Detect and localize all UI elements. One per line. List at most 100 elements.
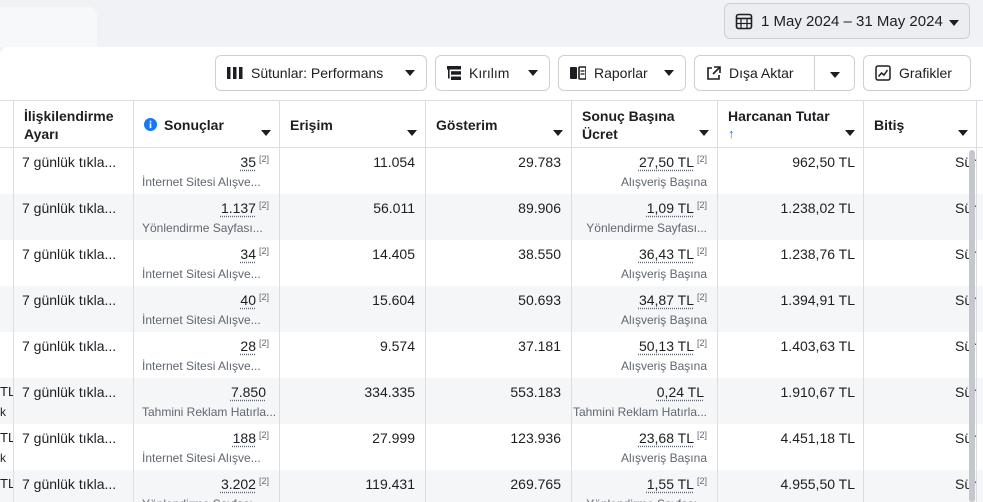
chevron-down-icon (664, 70, 674, 76)
cost-per-result-value[interactable]: 23,68 TL (639, 430, 694, 446)
sort-caret-icon[interactable] (407, 122, 417, 140)
cost-per-result-footnote: [2] (697, 338, 707, 348)
results-type: Tahmini Reklam Hatırla... (142, 405, 276, 419)
results-cell: 1.137 [2] Yönlendirme Sayfası... (134, 194, 280, 240)
header-impressions[interactable]: Gösterim (426, 101, 572, 148)
cost-per-result-value[interactable]: 34,87 TL (639, 292, 694, 308)
results-type: İnternet Sitesi Alışve... (142, 359, 261, 373)
sort-caret-icon[interactable] (699, 122, 709, 140)
export-icon (706, 66, 721, 81)
header-reach[interactable]: Erişim (280, 101, 426, 148)
cost-per-result-value[interactable]: 36,43 TL (639, 246, 694, 262)
reach-cell: 334.335 (280, 378, 426, 424)
results-value[interactable]: 35 (240, 154, 256, 170)
cost-per-result-cell: 36,43 TL [2] Alışveriş Başına (572, 240, 718, 286)
table-row[interactable]: 7 günlük tıkla... 40 [2] İnternet Sitesi Al… (0, 286, 983, 332)
table-row[interactable]: TL k 7 günlük tıkla... 7.850 Tahmini Reklam … (0, 378, 983, 424)
chevron-down-icon (528, 70, 538, 76)
cost-per-result-value[interactable]: 27,50 TL (639, 154, 694, 170)
sort-caret-icon[interactable] (553, 122, 563, 140)
reach-value: 56.011 (373, 200, 415, 216)
header-cost-per-result-label: Sonuç Başına Ücret (582, 107, 694, 143)
reports-button[interactable]: Raporlar (558, 55, 686, 91)
ads-table-panel: Sütunlar: Performans Kırılım Raporlar Dı… (0, 47, 983, 502)
table-row[interactable]: 7 günlük tıkla... 28 [2] İnternet Sitesi Al… (0, 332, 983, 378)
attribution-value: 7 günlük tıkla... (22, 292, 116, 308)
cost-per-result-value[interactable]: 1,55 TL (647, 476, 694, 492)
sort-caret-icon[interactable] (261, 122, 271, 140)
date-range-picker[interactable]: 1 May 2024 – 31 May 2024 (724, 3, 970, 39)
attribution-cell: 7 günlük tıkla... (14, 286, 134, 332)
header-results[interactable]: Sonuçlar (134, 101, 280, 148)
ends-cell: Sürekli (864, 286, 977, 332)
row-lead-cell (0, 148, 14, 194)
results-value[interactable]: 7.850 (231, 384, 266, 400)
table-row[interactable]: 7 günlük tıkla... 1.137 [2] Yönlendirme Say… (0, 194, 983, 240)
cost-per-result-value[interactable]: 50,13 TL (639, 338, 694, 354)
breakdown-button[interactable]: Kırılım (435, 55, 550, 91)
table-row[interactable]: TL k 7 günlük tıkla... 188 [2] İnternet Sites… (0, 424, 983, 470)
ends-cell: Sürekli (864, 470, 977, 502)
table-row[interactable]: 7 günlük tıkla... 34 [2] İnternet Sitesi Al… (0, 240, 983, 286)
row-lead-text: TL (0, 430, 14, 445)
export-button[interactable]: Dışa Aktar (694, 55, 815, 91)
ends-cell: Sürekli (864, 148, 977, 194)
row-lead-cell: TL k (0, 378, 14, 424)
reach-value: 9.574 (380, 338, 415, 354)
row-lead-cell (0, 286, 14, 332)
reach-cell: 9.574 (280, 332, 426, 378)
info-icon[interactable] (144, 118, 157, 131)
impressions-cell: 123.936 (426, 424, 572, 470)
date-range-label: 1 May 2024 – 31 May 2024 (761, 13, 943, 30)
results-value[interactable]: 28 (240, 338, 256, 354)
export-dropdown-button[interactable] (814, 55, 855, 91)
amount-spent-cell: 1.910,67 TL (718, 378, 864, 424)
results-cell: 40 [2] İnternet Sitesi Alışve... (134, 286, 280, 332)
results-value[interactable]: 34 (240, 246, 256, 262)
row-lead-text: TL (0, 384, 14, 399)
ends-cell: Sürekli (864, 194, 977, 240)
results-footnote: [2] (259, 246, 269, 256)
cost-per-result-value[interactable]: 0,24 TL (657, 384, 704, 400)
results-footnote: [2] (259, 154, 269, 164)
chart-icon (875, 65, 891, 81)
row-lead-cell: TL (0, 470, 14, 502)
chevron-down-icon (830, 65, 840, 81)
amount-spent-value: 4.955,50 TL (781, 476, 855, 492)
attribution-cell: 7 günlük tıkla... (14, 240, 134, 286)
attribution-cell: 7 günlük tıkla... (14, 424, 134, 470)
sort-caret-icon[interactable] (958, 122, 968, 140)
results-footnote: [2] (259, 430, 269, 440)
header-attribution[interactable]: İlişkilendirme Ayarı (14, 101, 134, 148)
cost-per-result-cell: 1,09 TL [2] Yönlendirme Sayfası... (572, 194, 718, 240)
results-footnote: [2] (259, 200, 269, 210)
results-value[interactable]: 1.137 (221, 200, 256, 216)
top-tab (0, 7, 97, 47)
table-row[interactable]: TL7 günlük tıkla...3.202[2]Yönlendirme S… (0, 470, 983, 502)
amount-spent-value: 1.238,02 TL (781, 200, 855, 216)
sort-caret-icon[interactable] (845, 122, 855, 140)
charts-button[interactable]: Grafikler (863, 55, 971, 91)
header-cost-per-result[interactable]: Sonuç Başına Ücret (572, 101, 718, 148)
results-value[interactable]: 188 (233, 430, 256, 446)
calendar-icon (735, 12, 753, 30)
header-amount-spent[interactable]: Harcanan Tutar ↑ (718, 101, 864, 148)
header-ends[interactable]: Bitiş (864, 101, 977, 148)
columns-button[interactable]: Sütunlar: Performans (215, 55, 427, 91)
cost-per-result-type: Tahmini Reklam Hatırla... (573, 405, 707, 419)
results-value[interactable]: 40 (240, 292, 256, 308)
cost-per-result-type: Alışveriş Başına (621, 451, 707, 465)
columns-button-label: Sütunlar: Performans (251, 65, 383, 81)
impressions-cell: 50.693 (426, 286, 572, 332)
results-type: Yönlendirme Sayfası... (142, 497, 263, 502)
amount-spent-cell: 1.403,63 TL (718, 332, 864, 378)
impressions-value: 37.181 (518, 338, 561, 354)
results-type: İnternet Sitesi Alışve... (142, 313, 261, 327)
reach-value: 14.405 (372, 246, 415, 262)
cost-per-result-value[interactable]: 1,09 TL (647, 200, 694, 216)
header-reach-label: Erişim (290, 116, 333, 134)
results-value[interactable]: 3.202 (221, 476, 256, 492)
vertical-scrollbar[interactable] (969, 150, 975, 502)
table-row[interactable]: 7 günlük tıkla... 35 [2] İnternet Sitesi Al… (0, 148, 983, 194)
attribution-value: 7 günlük tıkla... (22, 246, 116, 262)
